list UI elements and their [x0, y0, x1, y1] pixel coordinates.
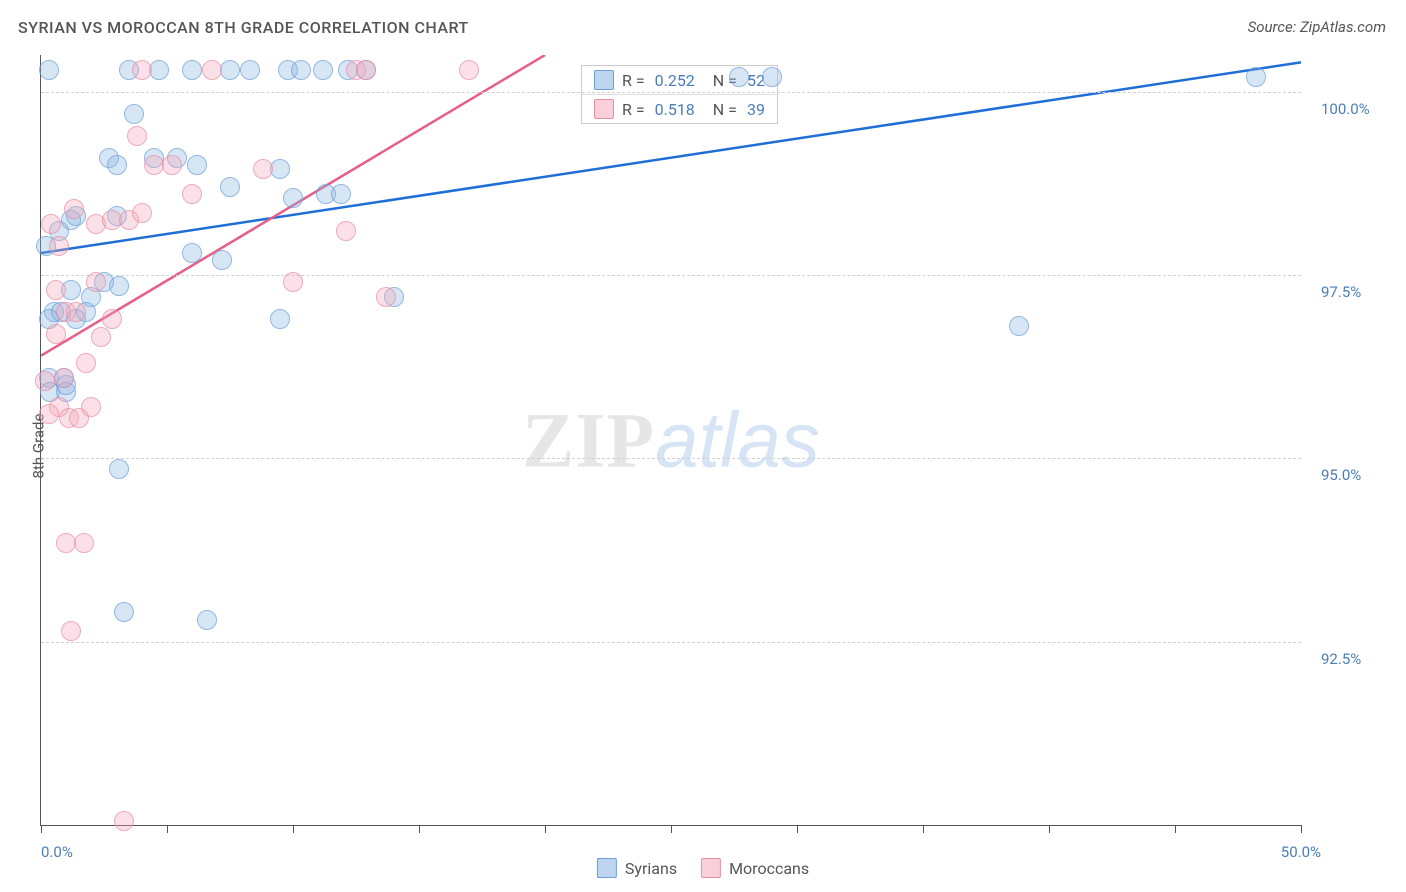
- data-point-syrians: [1246, 67, 1266, 87]
- swatch-syrians-bottom-icon: [597, 858, 617, 878]
- swatch-moroccans-bottom-icon: [701, 858, 721, 878]
- data-point-moroccans: [283, 272, 303, 292]
- trend-lines: [41, 55, 1301, 825]
- xtick: [1301, 825, 1302, 833]
- xtick: [545, 825, 546, 833]
- legend-n-label-b: N =: [713, 100, 737, 119]
- data-point-moroccans: [336, 221, 356, 241]
- ytick-label: 97.5%: [1321, 283, 1361, 301]
- data-point-syrians: [39, 60, 59, 80]
- xtick: [671, 825, 672, 833]
- legend-r-value-b: 0.518: [655, 100, 695, 119]
- data-point-moroccans: [76, 353, 96, 373]
- xtick: [1049, 825, 1050, 833]
- legend-r-label-b: R =: [622, 100, 645, 119]
- data-point-moroccans: [54, 368, 74, 388]
- legend-r-label-a: R =: [622, 71, 645, 90]
- xtick-label: 50.0%: [1261, 843, 1321, 861]
- data-point-moroccans: [356, 60, 376, 80]
- ytick-label: 100.0%: [1321, 100, 1370, 118]
- watermark-atlas: atlas: [655, 396, 820, 484]
- xtick-label: 0.0%: [41, 843, 73, 861]
- gridline: [41, 642, 1301, 643]
- xtick: [167, 825, 168, 833]
- data-point-syrians: [187, 155, 207, 175]
- data-point-syrians: [331, 184, 351, 204]
- data-point-syrians: [240, 60, 260, 80]
- data-point-syrians: [182, 243, 202, 263]
- data-point-syrians: [182, 60, 202, 80]
- chart-container: SYRIAN VS MOROCCAN 8TH GRADE CORRELATION…: [0, 0, 1406, 892]
- data-point-moroccans: [64, 199, 84, 219]
- data-point-syrians: [270, 309, 290, 329]
- data-point-syrians: [124, 104, 144, 124]
- data-point-syrians: [283, 188, 303, 208]
- data-point-moroccans: [132, 203, 152, 223]
- data-point-syrians: [220, 177, 240, 197]
- data-point-moroccans: [253, 159, 273, 179]
- data-point-syrians: [149, 60, 169, 80]
- data-point-moroccans: [132, 60, 152, 80]
- legend-r-value-a: 0.252: [655, 71, 695, 90]
- data-point-moroccans: [49, 236, 69, 256]
- data-point-moroccans: [182, 184, 202, 204]
- data-point-syrians: [114, 602, 134, 622]
- ytick-label: 92.5%: [1321, 650, 1361, 668]
- data-point-syrians: [762, 67, 782, 87]
- gridline: [41, 458, 1301, 459]
- data-point-syrians: [270, 159, 290, 179]
- data-point-syrians: [291, 60, 311, 80]
- data-point-moroccans: [41, 214, 61, 234]
- chart-title: SYRIAN VS MOROCCAN 8TH GRADE CORRELATION…: [18, 18, 469, 37]
- data-point-moroccans: [46, 280, 66, 300]
- data-point-moroccans: [127, 126, 147, 146]
- legend-item-moroccans: Moroccans: [701, 858, 809, 878]
- data-point-moroccans: [162, 155, 182, 175]
- xtick: [1175, 825, 1176, 833]
- data-point-syrians: [220, 60, 240, 80]
- data-point-moroccans: [46, 324, 66, 344]
- legend-bottom: Syrians Moroccans: [597, 858, 809, 878]
- gridline: [41, 92, 1301, 93]
- data-point-syrians: [197, 610, 217, 630]
- legend-item-syrians: Syrians: [597, 858, 677, 878]
- xtick: [797, 825, 798, 833]
- legend-rn-row-moroccans: R = 0.518 N = 39: [582, 95, 777, 123]
- xtick: [293, 825, 294, 833]
- xtick: [41, 825, 42, 833]
- data-point-moroccans: [74, 533, 94, 553]
- legend-label-syrians: Syrians: [625, 859, 677, 878]
- gridline: [41, 275, 1301, 276]
- data-point-moroccans: [81, 397, 101, 417]
- data-point-moroccans: [61, 621, 81, 641]
- data-point-moroccans: [114, 811, 134, 831]
- data-point-moroccans: [102, 309, 122, 329]
- swatch-syrians-icon: [594, 70, 614, 90]
- watermark-zip: ZIP: [522, 397, 655, 484]
- data-point-moroccans: [202, 60, 222, 80]
- data-point-syrians: [107, 155, 127, 175]
- data-point-syrians: [212, 250, 232, 270]
- legend-n-value-b: 39: [747, 100, 765, 119]
- source-label: Source: ZipAtlas.com: [1248, 18, 1386, 36]
- data-point-moroccans: [376, 287, 396, 307]
- data-point-moroccans: [86, 272, 106, 292]
- data-point-syrians: [1009, 316, 1029, 336]
- swatch-moroccans-icon: [594, 99, 614, 119]
- ytick-label: 95.0%: [1321, 466, 1361, 484]
- xtick: [419, 825, 420, 833]
- data-point-moroccans: [66, 302, 86, 322]
- data-point-syrians: [313, 60, 333, 80]
- data-point-syrians: [729, 67, 749, 87]
- data-point-moroccans: [91, 327, 111, 347]
- xtick: [923, 825, 924, 833]
- data-point-moroccans: [39, 404, 59, 424]
- data-point-syrians: [109, 459, 129, 479]
- plot-area: ZIPatlas R = 0.252 N = 52 R = 0.518 N = …: [40, 55, 1301, 826]
- watermark: ZIPatlas: [522, 395, 820, 486]
- data-point-moroccans: [35, 371, 55, 391]
- data-point-moroccans: [459, 60, 479, 80]
- legend-label-moroccans: Moroccans: [729, 859, 809, 878]
